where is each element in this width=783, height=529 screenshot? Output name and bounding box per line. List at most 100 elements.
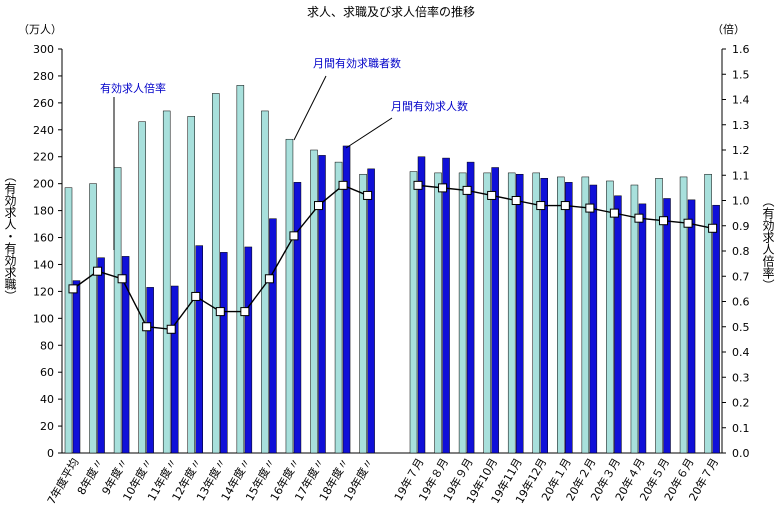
bar-job-seekers — [64, 187, 73, 454]
right-axis-label: （有効求人倍率） — [761, 195, 775, 291]
bar-job-seekers — [606, 180, 614, 454]
right-tick-label: 0.3 — [732, 371, 750, 384]
left-tick-label: 100 — [33, 312, 54, 325]
bar-job-openings — [442, 157, 450, 454]
bar-job-seekers — [212, 93, 220, 454]
ratio-point — [314, 201, 323, 211]
right-tick-label: 1.5 — [732, 68, 750, 81]
ratio-point — [240, 307, 250, 317]
bar-job-openings — [170, 285, 179, 454]
bar-job-seekers — [113, 167, 122, 454]
ratio-point — [438, 183, 448, 193]
bar-job-seekers — [187, 116, 195, 454]
right-tick-label: 0.6 — [732, 296, 750, 309]
ratio-point — [560, 201, 570, 211]
left-axis-unit: （万人） — [18, 23, 62, 36]
bar-job-openings — [220, 252, 228, 454]
bar-job-openings — [293, 182, 302, 454]
bar-job-seekers — [359, 173, 367, 454]
left-tick-label: 300 — [33, 43, 54, 56]
ratio-point — [487, 190, 497, 200]
annotation-ratio: 有効求人倍率 — [100, 81, 166, 95]
ratio-point — [289, 231, 299, 241]
ratio-point — [264, 274, 274, 284]
bar-job-openings — [712, 204, 720, 454]
annotation-job-seekers-leader — [293, 75, 327, 141]
ratio-point — [191, 291, 201, 301]
ratio-point — [462, 185, 472, 195]
ratio-point — [215, 307, 225, 317]
bar-job-openings — [491, 167, 499, 454]
bar-job-seekers — [334, 161, 343, 454]
bar-job-seekers — [704, 173, 712, 454]
right-tick-label: 1.0 — [732, 195, 750, 208]
bar-job-seekers — [138, 121, 146, 454]
bar-job-seekers — [557, 176, 565, 454]
bar-job-openings — [515, 173, 524, 454]
bar-job-openings — [97, 257, 105, 454]
bar-job-openings — [318, 155, 326, 454]
right-tick-label: 0.1 — [732, 422, 750, 435]
bar-job-seekers — [581, 176, 590, 454]
ratio-point — [93, 266, 103, 276]
left-tick-label: 160 — [33, 232, 54, 245]
ratio-point — [634, 213, 644, 223]
right-tick-label: 1.6 — [732, 43, 750, 56]
right-tick-label: 0.8 — [732, 245, 750, 258]
right-tick-label: 0.0 — [732, 447, 750, 460]
bar-job-seekers — [679, 176, 688, 454]
right-tick-label: 0.2 — [732, 397, 750, 410]
ratio-point — [142, 322, 152, 332]
left-tick-label: 260 — [33, 97, 54, 110]
category-label: 7年度平均 — [44, 456, 82, 507]
bar-job-seekers — [89, 183, 97, 454]
bar-job-openings — [121, 256, 130, 454]
bar-job-openings — [195, 245, 203, 454]
bar-job-openings — [540, 178, 548, 454]
bar-job-seekers — [162, 110, 171, 454]
bar-job-openings — [72, 280, 81, 454]
bar-job-openings — [342, 145, 351, 454]
ratio-point — [609, 208, 619, 218]
left-axis-label: （有効求人・有効求職） — [3, 170, 17, 302]
right-tick-label: 0.9 — [732, 220, 750, 233]
ratio-point — [536, 201, 546, 211]
left-tick-label: 80 — [40, 339, 54, 352]
left-tick-label: 220 — [33, 151, 54, 164]
left-tick-label: 140 — [33, 258, 54, 271]
bar-job-seekers — [285, 138, 294, 454]
left-tick-label: 40 — [40, 393, 54, 406]
annotation-job-seekers: 月間有効求職者数 — [313, 56, 401, 70]
left-tick-label: 0 — [47, 447, 54, 460]
bar-job-openings — [466, 161, 475, 454]
bar-job-seekers — [434, 172, 442, 454]
ratio-point — [363, 190, 373, 200]
bar-job-openings — [589, 184, 598, 454]
ratio-point — [413, 180, 423, 190]
chart-title: 求人、求職及び求人倍率の推移 — [307, 4, 475, 19]
ratio-point — [511, 196, 521, 205]
bar-job-seekers — [236, 85, 245, 454]
left-tick-label: 120 — [33, 285, 54, 298]
bar-job-openings — [614, 195, 622, 454]
left-tick-label: 240 — [33, 124, 54, 137]
annotation-job-openings: 月間有効求人数 — [391, 99, 468, 113]
ratio-point — [585, 203, 595, 213]
bar-job-seekers — [655, 178, 663, 454]
bar-job-openings — [417, 156, 426, 454]
bar-job-openings — [565, 182, 573, 454]
bar-job-openings — [244, 246, 253, 454]
right-tick-label: 0.5 — [732, 321, 750, 334]
right-tick-label: 1.3 — [732, 119, 750, 132]
ratio-point — [68, 284, 78, 294]
bar-job-seekers — [630, 184, 639, 454]
bar-job-openings — [269, 218, 277, 454]
left-tick-label: 20 — [40, 420, 54, 433]
bar-job-openings — [146, 287, 154, 454]
bar-job-openings — [638, 203, 647, 454]
ratio-point — [659, 216, 668, 226]
bar-job-seekers — [409, 171, 418, 454]
plot-area: 0 20 40 60 80 100 120 140 160 180 200 220 240 260 280 3… — [33, 43, 750, 507]
bar-job-openings — [687, 199, 696, 454]
